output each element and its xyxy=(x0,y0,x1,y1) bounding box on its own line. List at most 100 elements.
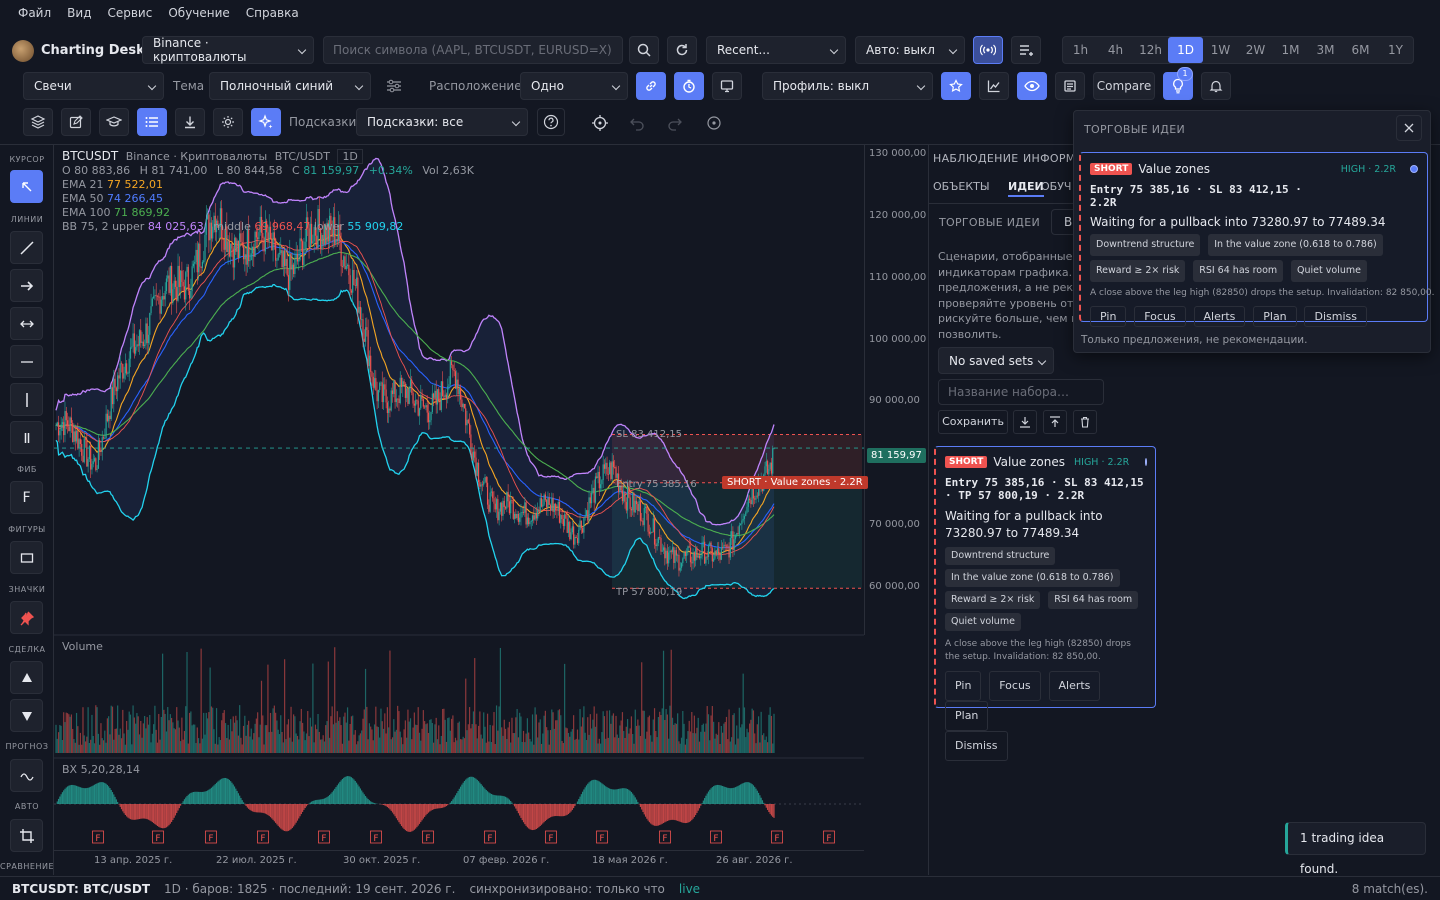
exchange-select[interactable]: Binance · криптовалюты xyxy=(142,36,314,64)
record-icon[interactable] xyxy=(706,115,722,134)
compare-button[interactable]: Compare xyxy=(1093,72,1155,100)
recent-select[interactable]: Recent... xyxy=(706,36,846,64)
menu-learning[interactable]: Обучение xyxy=(168,6,230,20)
watchlist-add-button[interactable] xyxy=(1011,36,1041,64)
fib-tool[interactable]: F xyxy=(10,481,43,514)
save-set-button[interactable]: Сохранить xyxy=(938,410,1008,434)
ray-tool[interactable] xyxy=(10,269,43,302)
popup-close-button[interactable] xyxy=(1396,115,1422,141)
popup-pin-button[interactable]: Pin xyxy=(1090,306,1127,327)
alerts-button[interactable] xyxy=(1201,72,1231,100)
menu-service[interactable]: Сервис xyxy=(107,6,153,20)
popup-idea-card[interactable]: SHORT Value zones HIGH · 2.2R Entry 75 3… xyxy=(1079,152,1435,327)
settings-sliders-icon[interactable] xyxy=(385,77,403,98)
redo-icon[interactable] xyxy=(667,115,683,134)
layers-button[interactable] xyxy=(23,108,53,136)
favorite-button[interactable] xyxy=(941,72,971,100)
saved-sets-select[interactable]: No saved sets xyxy=(938,347,1054,374)
parallel-channel-tool[interactable] xyxy=(10,421,43,454)
notes-button[interactable] xyxy=(1055,72,1085,100)
hints-select[interactable]: Подсказки: все xyxy=(356,108,528,136)
indicators-button[interactable] xyxy=(979,72,1009,100)
set-name-input[interactable]: Название набора… xyxy=(938,379,1104,405)
tf-1y[interactable]: 1Y xyxy=(1388,43,1403,57)
rectangle-tool[interactable] xyxy=(10,541,43,574)
idea-plan-button[interactable]: Plan xyxy=(945,701,989,731)
menu-file[interactable]: Файл xyxy=(18,6,52,20)
timer-button[interactable] xyxy=(674,72,704,100)
tf-1h[interactable]: 1h xyxy=(1072,43,1089,57)
symbol-search-input[interactable]: Поиск символа (AAPL, BTCUSDT, EURUSD=X) xyxy=(323,36,623,64)
screen-button[interactable] xyxy=(712,72,742,100)
oscillator-bar xyxy=(268,804,270,817)
date-axis[interactable]: 13 апр. 2025 г. 22 июл. 2025 г. 30 окт. … xyxy=(54,850,864,875)
download-button[interactable] xyxy=(175,108,205,136)
tab-learning[interactable]: ОБУЧ xyxy=(1041,180,1072,193)
auto-select[interactable]: Авто: выкл xyxy=(855,36,965,64)
tf-6m[interactable]: 6M xyxy=(1351,43,1370,57)
volume-bar xyxy=(66,713,69,753)
idea-dismiss-button[interactable]: Dismiss xyxy=(945,731,1008,761)
import-set-button[interactable] xyxy=(1013,410,1037,434)
popup-plan-button[interactable]: Plan xyxy=(1253,306,1297,327)
tf-3m[interactable]: 3M xyxy=(1316,43,1335,57)
timeframe-selector: 1h 4h 12h 1D 1W 2W 1M 3M 6M 1Y xyxy=(1062,36,1414,64)
menu-help[interactable]: Справка xyxy=(245,6,299,20)
idea-pin-button[interactable]: Pin xyxy=(945,671,982,701)
crosshair-icon[interactable] xyxy=(591,114,609,135)
price-axis[interactable]: 130 000,00 120 000,00 110 000,00 100 000… xyxy=(864,145,928,635)
tab-ideas[interactable]: ИДЕИ xyxy=(1008,180,1044,197)
refresh-button[interactable] xyxy=(667,36,697,64)
undo-icon[interactable] xyxy=(629,115,645,134)
broadcast-button[interactable] xyxy=(973,36,1003,64)
tf-12h[interactable]: 12h xyxy=(1139,43,1162,57)
tf-1w[interactable]: 1W xyxy=(1210,43,1231,57)
long-position-tool[interactable] xyxy=(10,661,43,694)
tf-1d[interactable]: 1D xyxy=(1168,37,1203,63)
visibility-button[interactable] xyxy=(1017,72,1047,100)
delete-set-button[interactable] xyxy=(1073,410,1097,434)
export-set-button[interactable] xyxy=(1043,410,1067,434)
tf-2w[interactable]: 2W xyxy=(1245,43,1266,57)
help-icon[interactable] xyxy=(537,108,565,136)
toast-notification[interactable]: 1 trading idea found. xyxy=(1285,822,1426,876)
popup-dismiss-button[interactable]: Dismiss xyxy=(1304,306,1367,327)
cursor-tool[interactable] xyxy=(10,170,43,203)
list-view-button[interactable] xyxy=(137,108,167,136)
idea-focus-button[interactable]: Focus xyxy=(989,671,1041,701)
theme-select[interactable]: Полночный синий xyxy=(209,72,371,100)
idea-alerts-button[interactable]: Alerts xyxy=(1048,671,1101,701)
tab-objects[interactable]: ОБЪЕКТЫ xyxy=(933,180,990,193)
oscillator-bar xyxy=(761,800,764,804)
profile-select[interactable]: Профиль: выкл xyxy=(762,72,933,100)
edit-button[interactable] xyxy=(61,108,91,136)
pin-tool[interactable] xyxy=(10,601,43,634)
auto-tool[interactable] xyxy=(10,819,43,852)
tab-info[interactable]: ИНФОРМ xyxy=(1023,152,1076,165)
chart-type-select[interactable]: Свечи xyxy=(23,72,164,100)
oscillator-bar xyxy=(524,804,526,825)
link-button[interactable] xyxy=(636,72,666,100)
tf-1m[interactable]: 1M xyxy=(1281,43,1300,57)
horizontal-line-tool[interactable] xyxy=(10,345,43,378)
popup-focus-button[interactable]: Focus xyxy=(1134,306,1186,327)
trendline-tool[interactable] xyxy=(10,231,43,264)
tab-watchlist[interactable]: НАБЛЮДЕНИЕ xyxy=(933,152,1019,165)
short-setup-label[interactable]: SHORT · Value zones · 2.2R xyxy=(722,476,868,489)
tf-4h[interactable]: 4h xyxy=(1107,43,1124,57)
brightness-button[interactable] xyxy=(213,108,243,136)
learn-button[interactable] xyxy=(99,108,129,136)
extended-line-tool[interactable] xyxy=(10,307,43,340)
idea-card[interactable]: SHORT Value zones HIGH · 2.2R Entry 75 3… xyxy=(934,446,1156,761)
layout-select[interactable]: Одно xyxy=(520,72,628,100)
hints-toggle-button[interactable] xyxy=(251,108,281,136)
oscillator-bar xyxy=(670,804,672,820)
popup-alerts-button[interactable]: Alerts xyxy=(1193,306,1246,327)
forecast-tool[interactable] xyxy=(10,759,43,792)
search-button[interactable] xyxy=(629,36,659,64)
vertical-line-tool[interactable] xyxy=(10,383,43,416)
menu-view[interactable]: Вид xyxy=(67,6,92,20)
short-position-tool[interactable] xyxy=(10,699,43,732)
